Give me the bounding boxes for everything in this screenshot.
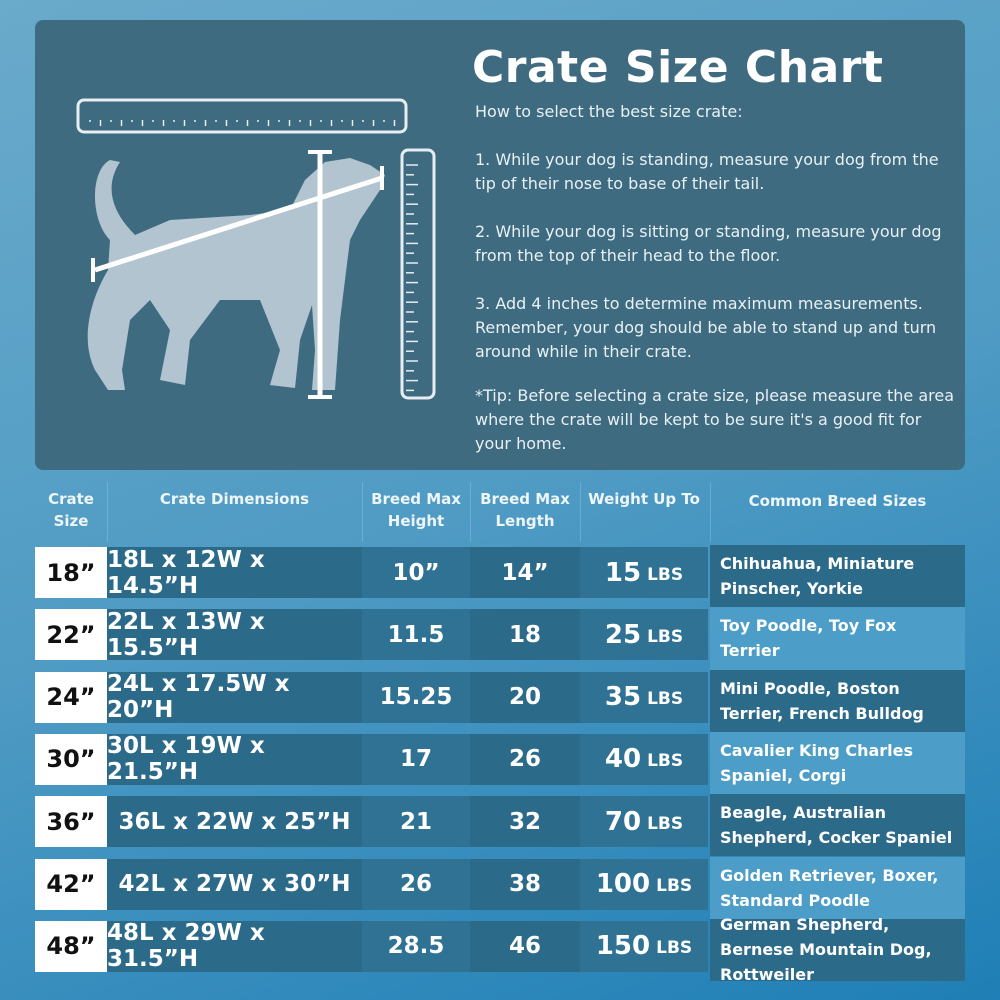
cell-length: 14” — [470, 547, 580, 598]
cell-length: 20 — [470, 671, 580, 723]
dog-silhouette — [87, 158, 385, 390]
weight-unit: LBS — [647, 564, 684, 585]
cell-weight: 100 LBS — [580, 858, 708, 910]
cell-breeds: Cavalier King Charles Spaniel, Corgi — [710, 731, 965, 795]
cell-weight: 150 LBS — [580, 920, 708, 972]
cell-height: 11.5 — [362, 609, 470, 661]
cell-weight: 25 LBS — [580, 609, 708, 661]
weight-unit: LBS — [656, 938, 693, 959]
cell-size: 48” — [35, 920, 107, 972]
page-title: Crate Size Chart — [472, 42, 884, 93]
cell-breeds: Mini Poodle, Boston Terrier, French Bull… — [710, 669, 965, 732]
weight-unit: LBS — [647, 689, 684, 710]
cell-weight: 70 LBS — [580, 796, 708, 848]
cell-weight: 40 LBS — [580, 733, 708, 785]
cell-height: 17 — [362, 733, 470, 785]
cell-height: 21 — [362, 796, 470, 848]
weight-unit: LBS — [656, 876, 693, 896]
weight-value: 40 — [604, 744, 642, 775]
cell-breeds: Golden Retriever, Boxer, Standard Poodle — [710, 856, 965, 919]
weight-value: 25 — [604, 619, 642, 650]
cell-weight: 35 LBS — [580, 671, 708, 723]
cell-length: 26 — [470, 733, 580, 785]
header-common-breeds: Common Breed Sizes — [748, 492, 927, 510]
column-divider — [107, 482, 108, 542]
cell-dims: 48L x 29W x 31.5”H — [107, 920, 362, 972]
intro: How to select the best size crate: — [475, 102, 743, 121]
cell-weight: 15 LBS — [580, 547, 708, 598]
cell-length: 38 — [470, 858, 580, 910]
cell-height: 10” — [362, 547, 470, 598]
tip: *Tip: Before selecting a crate size, ple… — [475, 386, 954, 453]
cell-size: 42” — [35, 858, 107, 910]
cell-size: 24” — [35, 671, 107, 723]
cell-dims: 22L x 13W x 15.5”H — [107, 609, 362, 661]
column-divider — [470, 482, 471, 542]
header-breed-max-length: Breed Max Length — [480, 490, 570, 530]
weight-value: 15 — [604, 557, 642, 588]
cell-breeds: Toy Poodle, Toy Fox Terrier — [710, 607, 965, 670]
cell-dims: 36L x 22W x 25”H — [107, 796, 362, 848]
cell-dims: 18L x 12W x 14.5”H — [107, 547, 362, 599]
step-1: 1. While your dog is standing, measure y… — [475, 150, 939, 193]
header-crate-size: Crate Size — [48, 490, 94, 530]
weight-unit: LBS — [647, 813, 684, 834]
step-2: 2. While your dog is sitting or standing… — [475, 222, 942, 265]
cell-breeds: Chihuahua, Miniature Pinscher, Yorkie — [710, 545, 965, 608]
cell-size: 30” — [35, 733, 107, 785]
instructions-text: How to select the best size crate: 1. Wh… — [475, 100, 955, 456]
vertical-ruler-icon — [400, 148, 436, 400]
column-divider — [710, 482, 711, 542]
cell-length: 32 — [470, 796, 580, 848]
cell-breeds: German Shepherd, Bernese Mountain Dog, R… — [710, 915, 965, 984]
weight-value: 70 — [604, 806, 642, 837]
header-crate-dimensions: Crate Dimensions — [159, 490, 310, 508]
column-divider — [580, 482, 581, 542]
dog-measuring-illustration — [76, 98, 436, 400]
horizontal-ruler-icon — [76, 98, 408, 134]
step-3: 3. Add 4 inches to determine maximum mea… — [475, 294, 937, 361]
header-weight: Weight Up To — [588, 490, 700, 508]
cell-size: 18” — [35, 547, 107, 598]
cell-breeds: Beagle, Australian Shepherd, Cocker Span… — [710, 794, 965, 857]
weight-value: 100 — [595, 869, 651, 899]
cell-dims: 30L x 19W x 21.5”H — [107, 733, 362, 785]
cell-dims: 42L x 27W x 30”H — [107, 858, 362, 910]
cell-height: 26 — [362, 858, 470, 910]
weight-unit: LBS — [647, 751, 684, 772]
weight-value: 150 — [595, 931, 651, 962]
column-divider — [362, 482, 363, 542]
header-breed-max-height: Breed Max Height — [371, 490, 461, 530]
cell-size: 36” — [35, 796, 107, 848]
cell-length: 46 — [470, 920, 580, 972]
cell-height: 28.5 — [362, 920, 470, 972]
cell-size: 22” — [35, 609, 107, 661]
cell-dims: 24L x 17.5W x 20”H — [107, 671, 362, 723]
cell-length: 18 — [470, 609, 580, 661]
weight-unit: LBS — [647, 626, 684, 647]
cell-height: 15.25 — [362, 671, 470, 723]
weight-value: 35 — [604, 682, 642, 713]
